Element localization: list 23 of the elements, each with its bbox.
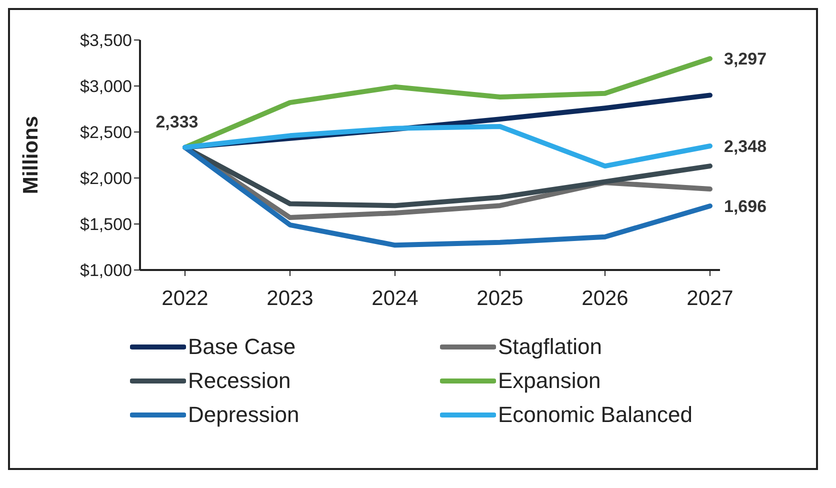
x-tick-label: 2022 (162, 286, 208, 310)
y-axis-title: Millions (19, 116, 42, 194)
legend-label: Base Case (188, 334, 296, 360)
legend-label: Expansion (498, 368, 601, 394)
y-tick-label: $1,500 (80, 215, 132, 234)
legend-label: Depression (188, 402, 300, 428)
y-tick-label: $2,000 (80, 169, 132, 188)
y-tick-label: $2,500 (80, 123, 132, 142)
x-tick-label: 2025 (476, 286, 524, 310)
data-label: 1,696 (724, 196, 767, 216)
legend-label: Economic Balanced (498, 402, 692, 428)
x-tick-label: 2026 (582, 286, 628, 310)
legend-label: Recession (188, 368, 291, 394)
y-tick-label: $3,000 (80, 77, 132, 96)
data-label: 2,348 (724, 136, 767, 156)
data-label: 3,297 (724, 50, 767, 69)
x-tick-label: 2023 (266, 286, 314, 310)
data-label: 2,333 (156, 112, 198, 132)
x-tick-label: 2027 (686, 286, 734, 310)
legend-label: Stagflation (498, 334, 602, 360)
y-tick-label: $3,500 (80, 31, 132, 50)
x-tick-label: 2024 (372, 286, 419, 310)
y-tick-label: $1,000 (80, 261, 132, 280)
